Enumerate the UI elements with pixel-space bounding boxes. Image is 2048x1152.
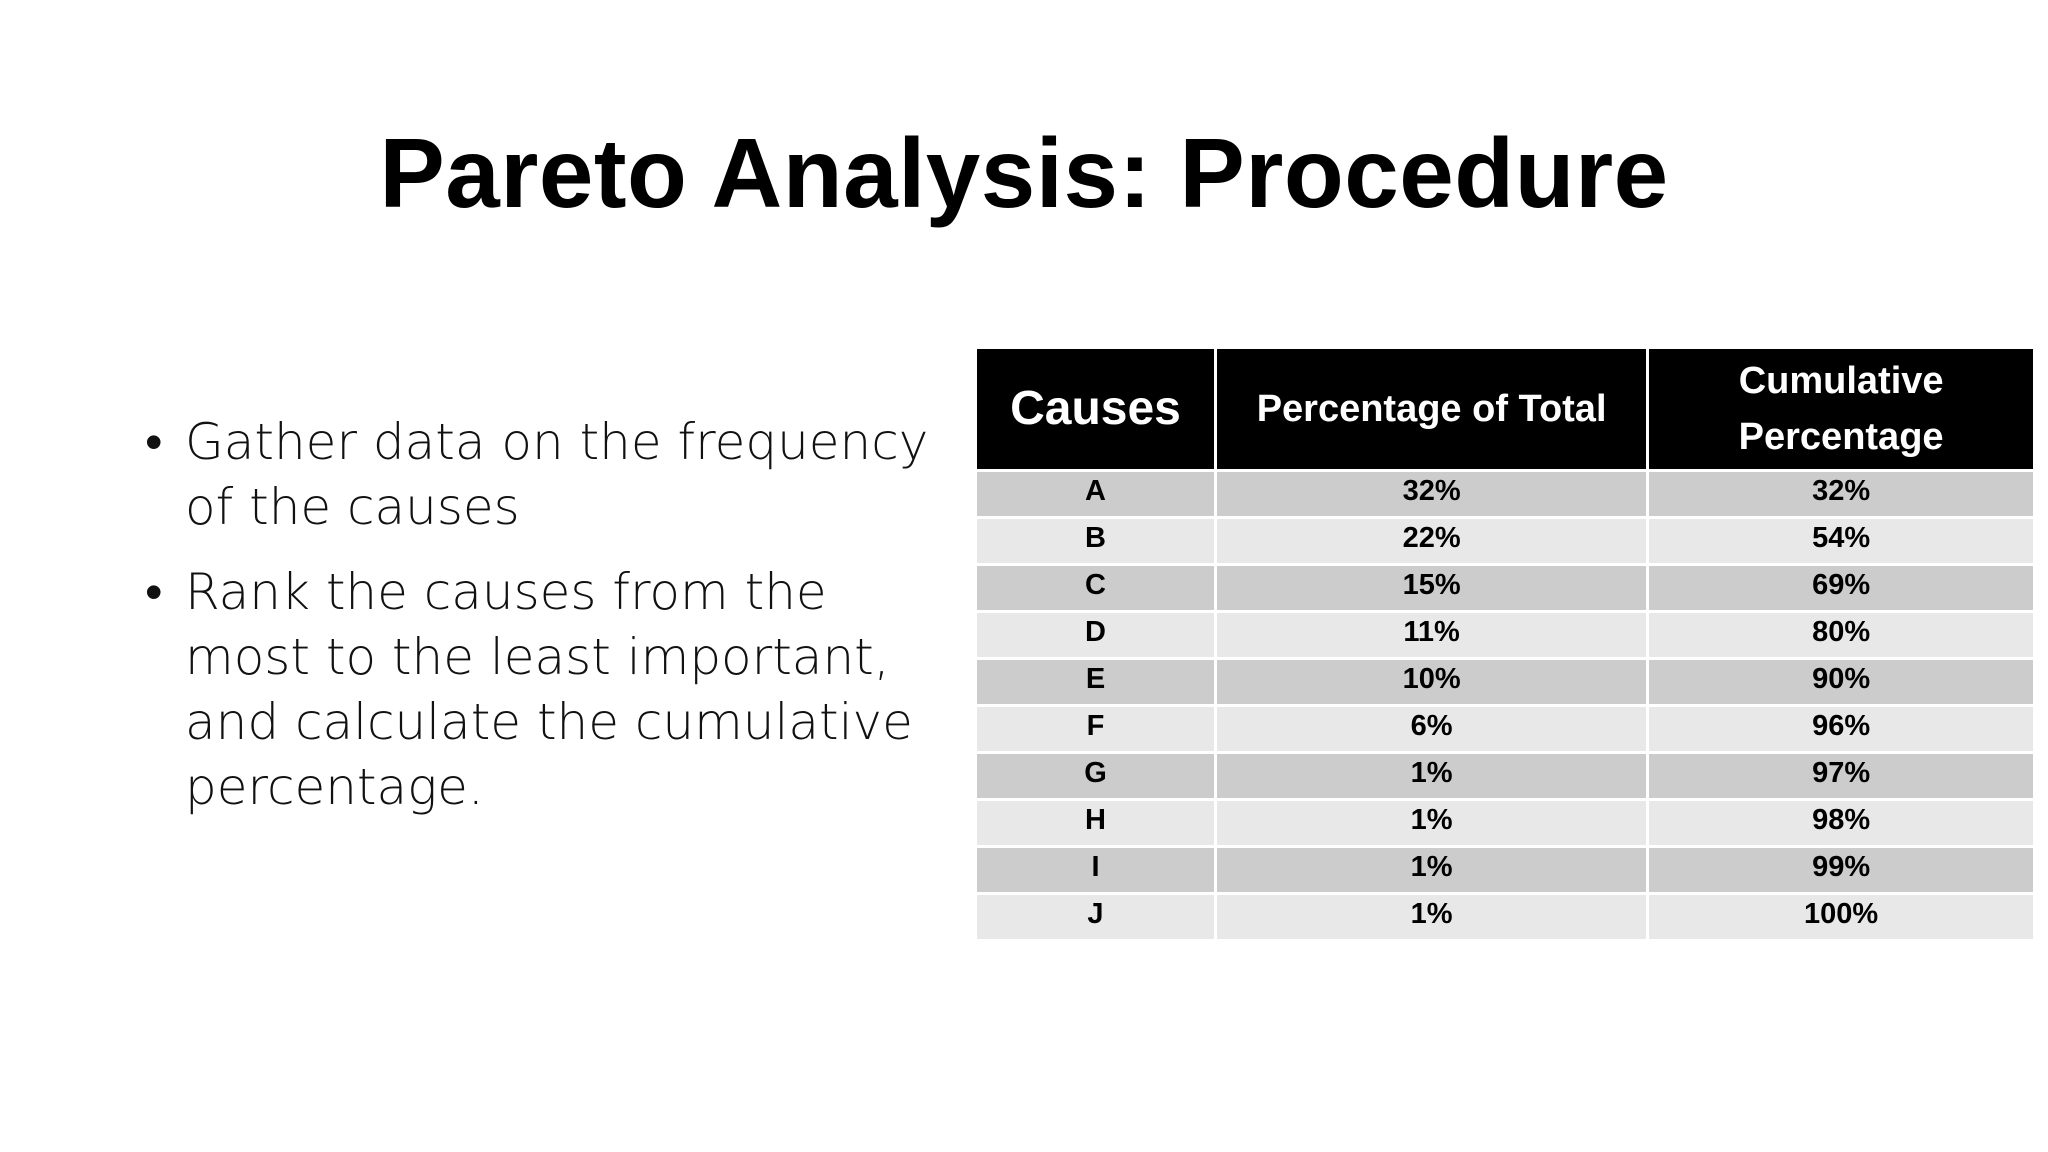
table-row: D 11% 80% — [974, 610, 2036, 660]
cell-cause: I — [974, 845, 1217, 895]
cell-percentage: 6% — [1213, 704, 1650, 754]
bullet-item: • Rank the causes from the most to the l… — [145, 560, 945, 820]
cell-cumulative: 80% — [1646, 610, 2036, 660]
pareto-table: Causes Percentage of Total Cumulative Pe… — [974, 349, 2036, 942]
cell-cumulative: 32% — [1646, 469, 2036, 519]
cell-percentage: 22% — [1213, 516, 1650, 566]
table-body: A 32% 32% B 22% 54% C 15% 69% D 11% 80% E 10% 90% F 6% 96… — [974, 469, 2036, 942]
bullet-dot-icon: • — [145, 413, 163, 471]
cell-cumulative: 99% — [1646, 845, 2036, 895]
bullet-item: • Gather data on the frequency of the ca… — [145, 410, 945, 540]
slide-title: Pareto Analysis: Procedure — [379, 118, 1669, 228]
table-row: J 1% 100% — [974, 892, 2036, 942]
table-row: G 1% 97% — [974, 751, 2036, 801]
cell-cause: D — [974, 610, 1217, 660]
cell-cause: J — [974, 892, 1217, 942]
table-row: E 10% 90% — [974, 657, 2036, 707]
header-cumulative-line1: Cumulative — [1738, 360, 1944, 402]
cell-percentage: 10% — [1213, 657, 1650, 707]
bullet-text: Gather data on the frequency of the caus… — [185, 413, 929, 536]
cell-percentage: 1% — [1213, 751, 1650, 801]
cell-cumulative: 96% — [1646, 704, 2036, 754]
cell-cumulative: 100% — [1646, 892, 2036, 942]
header-cumulative-percentage: Cumulative Percentage — [1646, 349, 2036, 472]
cell-percentage: 15% — [1213, 563, 1650, 613]
cell-percentage: 11% — [1213, 610, 1650, 660]
cell-cause: B — [974, 516, 1217, 566]
bullet-dot-icon: • — [145, 563, 163, 621]
header-cumulative-line2: Percentage — [1738, 416, 1944, 458]
cell-cause: A — [974, 469, 1217, 519]
cell-percentage: 1% — [1213, 845, 1650, 895]
cell-percentage: 1% — [1213, 892, 1650, 942]
table-row: A 32% 32% — [974, 469, 2036, 519]
header-causes: Causes — [974, 349, 1217, 472]
header-percentage-of-total: Percentage of Total — [1213, 349, 1650, 472]
cell-cumulative: 98% — [1646, 798, 2036, 848]
cell-cause: H — [974, 798, 1217, 848]
cell-cause: E — [974, 657, 1217, 707]
table-header-row: Causes Percentage of Total Cumulative Pe… — [974, 349, 2036, 472]
cell-cumulative: 97% — [1646, 751, 2036, 801]
cell-cause: F — [974, 704, 1217, 754]
cell-cumulative: 69% — [1646, 563, 2036, 613]
table-row: I 1% 99% — [974, 845, 2036, 895]
bullet-list: • Gather data on the frequency of the ca… — [145, 410, 945, 840]
cell-cause: G — [974, 751, 1217, 801]
table-row: F 6% 96% — [974, 704, 2036, 754]
table-row: C 15% 69% — [974, 563, 2036, 613]
cell-percentage: 32% — [1213, 469, 1650, 519]
cell-percentage: 1% — [1213, 798, 1650, 848]
table-row: H 1% 98% — [974, 798, 2036, 848]
cell-cause: C — [974, 563, 1217, 613]
cell-cumulative: 90% — [1646, 657, 2036, 707]
bullet-text: Rank the causes from the most to the lea… — [185, 563, 913, 816]
cell-cumulative: 54% — [1646, 516, 2036, 566]
table-row: B 22% 54% — [974, 516, 2036, 566]
